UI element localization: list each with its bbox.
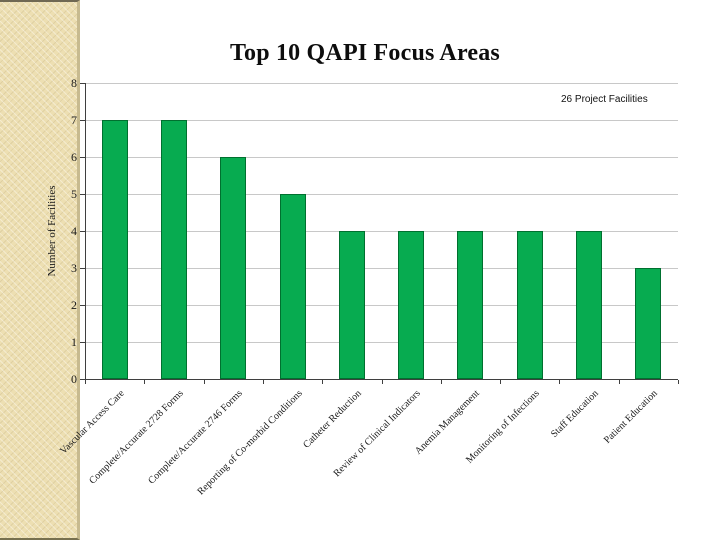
plot-area: 0 1 2 3 4 5 6 7 8 Vascular Access Care Complete/Ac…: [58, 76, 679, 497]
x-axis-tick: [203, 380, 205, 384]
slide-sidebar-accent: [0, 0, 80, 540]
gridline: [85, 268, 678, 269]
bar: [635, 268, 662, 379]
x-axis-tick: [262, 380, 264, 384]
y-axis-tick: [80, 268, 85, 269]
y-axis-tick: [80, 120, 85, 121]
gridline: [85, 157, 678, 158]
y-tick-label: 4: [71, 224, 77, 238]
legend-label: 26 Project Facilities: [561, 94, 648, 105]
y-axis-tick: [80, 379, 85, 380]
x-axis-tick: [322, 380, 324, 384]
x-axis-tick: [144, 380, 146, 384]
y-axis-tick: [80, 83, 85, 84]
gridline: [85, 342, 678, 343]
x-axis-tick: [381, 380, 383, 384]
bar: [457, 231, 484, 379]
x-axis-tick: [618, 380, 620, 384]
bar: [220, 157, 247, 379]
bar: [279, 194, 306, 379]
gridline: [85, 83, 678, 84]
y-tick-label: 3: [71, 261, 77, 275]
y-tick-label: 0: [71, 372, 77, 386]
y-axis-tick: [80, 231, 85, 232]
y-tick-label: 1: [71, 335, 77, 349]
gridline: [85, 231, 678, 232]
bar: [576, 231, 602, 379]
bar: [398, 231, 425, 379]
y-tick-label: 7: [71, 113, 77, 127]
x-axis-tick: [500, 380, 502, 384]
y-axis-tick: [80, 157, 85, 158]
gridline: [85, 305, 678, 306]
y-axis-tick: [80, 342, 85, 343]
y-axis-tick: [80, 194, 85, 195]
gridline: [85, 194, 678, 195]
y-tick-label: 5: [71, 187, 77, 201]
chart-title: Top 10 QAPI Focus Areas: [230, 40, 500, 66]
y-axis-tick: [80, 305, 85, 306]
bar: [516, 231, 543, 379]
y-tick-label: 8: [71, 76, 77, 90]
y-axis-line: [85, 83, 86, 380]
x-axis-tick: [440, 380, 442, 384]
y-tick-label: 6: [71, 150, 77, 164]
bar: [160, 120, 187, 379]
x-axis-line: [85, 379, 678, 380]
bar: [338, 231, 365, 379]
x-axis-tick: [85, 380, 86, 384]
x-axis-tick: [678, 380, 679, 384]
x-axis-tick: [559, 380, 561, 384]
y-axis-title: Number of Facilities: [46, 185, 58, 277]
gridline: [85, 120, 678, 121]
bar: [101, 120, 128, 379]
y-tick-label: 2: [71, 298, 77, 312]
